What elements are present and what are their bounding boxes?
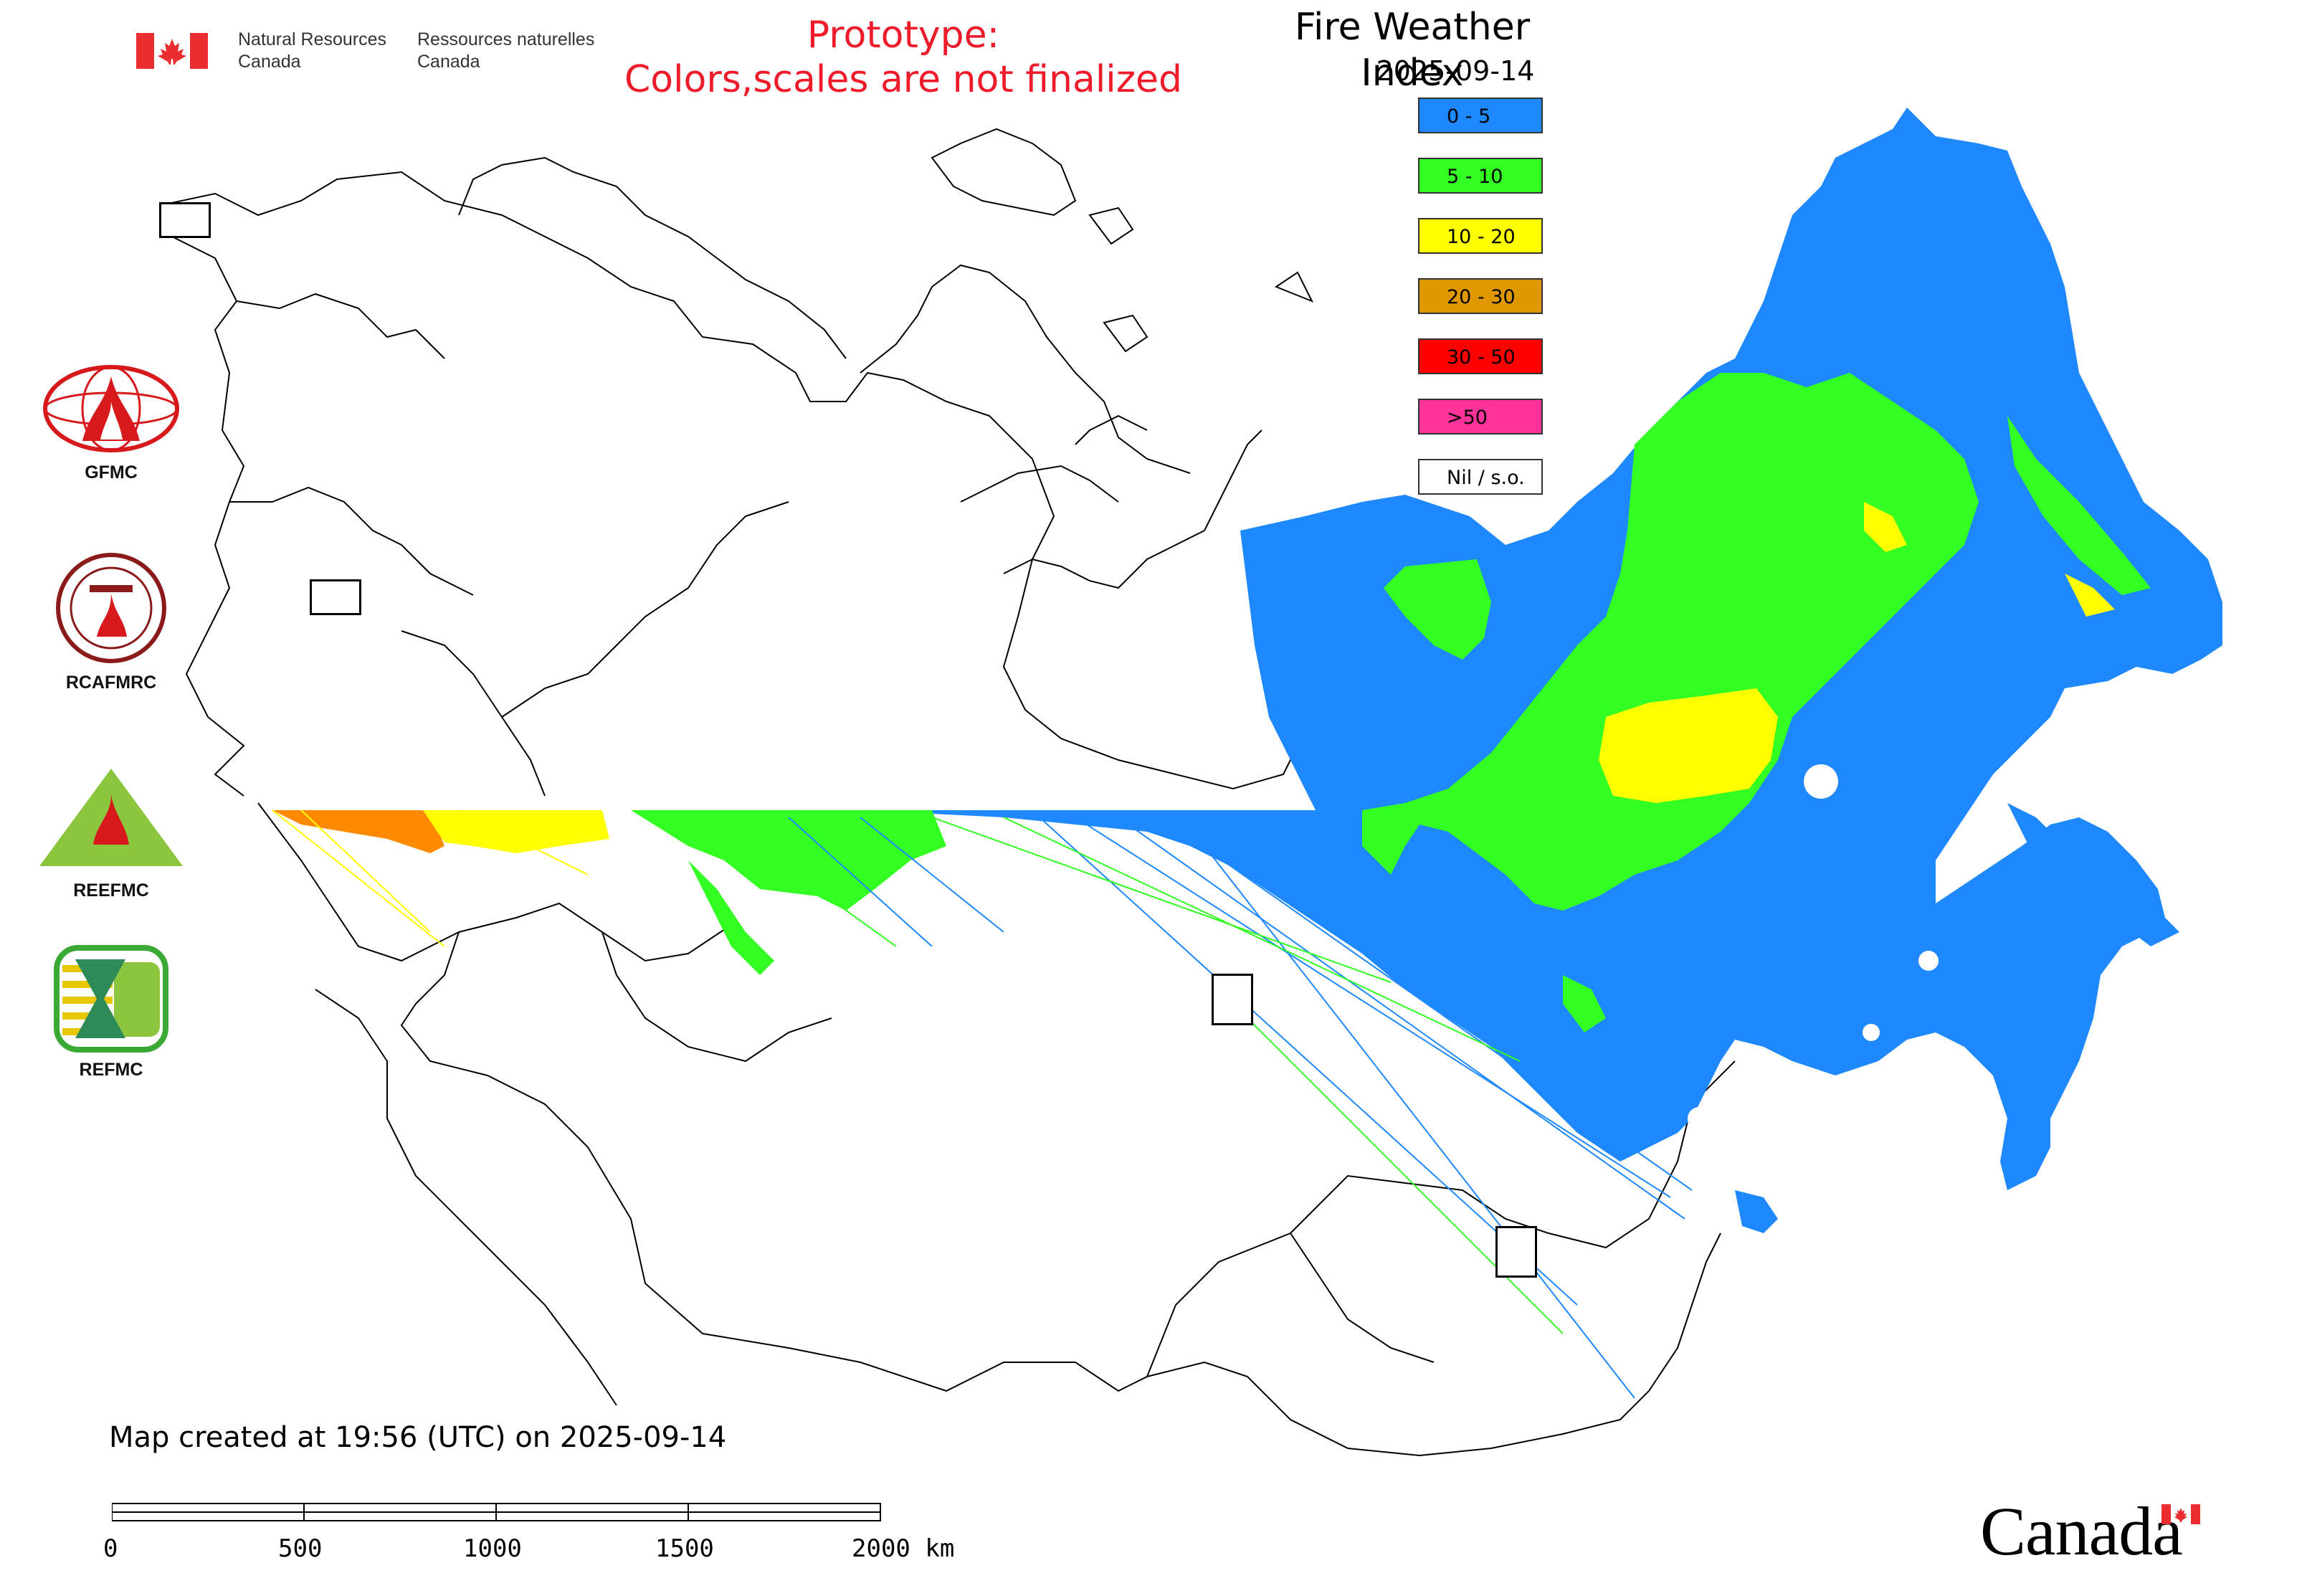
- scale-label-0: 0: [103, 1534, 118, 1563]
- fwi-legend: 0 - 5 5 - 10 10 - 20 20 - 30 30 - 50 >50…: [1418, 98, 1547, 519]
- legend-item-20-30: 20 - 30: [1418, 278, 1543, 314]
- partner-rcafmrc: RCAFMRC: [29, 551, 194, 693]
- gfmc-logo-icon: [43, 365, 179, 452]
- legend-item-nil: Nil / s.o.: [1418, 459, 1543, 495]
- western-stripes: [272, 810, 946, 975]
- scale-label-2000: 2000 km: [852, 1534, 955, 1563]
- map-date: 2025-09-14: [1376, 55, 1535, 87]
- map-title: Fire Weather Index: [1294, 6, 1531, 95]
- reefmc-location-marker: [310, 579, 361, 615]
- department-name-en: Natural Resources Canada: [238, 29, 387, 72]
- prototype-warning: Prototype: Colors,scales are not finaliz…: [624, 14, 1183, 101]
- canada-wordmark: Canada: [1980, 1493, 2183, 1569]
- department-name-fr: Ressources naturelles Canada: [417, 29, 595, 72]
- legend-item-5-10: 5 - 10: [1418, 158, 1543, 194]
- scale-label-500: 500: [278, 1534, 323, 1563]
- scale-bar: [112, 1503, 881, 1521]
- legend-item-10-20: 10 - 20: [1418, 218, 1543, 254]
- partner-reefmc: REEFMC: [29, 766, 194, 901]
- gfmc-location-marker: [159, 202, 211, 238]
- legend-item-over-50: >50: [1418, 399, 1543, 434]
- fwi-raster: [272, 108, 2222, 1399]
- scale-label-1500: 1500: [655, 1534, 714, 1563]
- refmc-location-marker: [1212, 974, 1253, 1025]
- legend-item-30-50: 30 - 50: [1418, 338, 1543, 374]
- country-borders: [164, 128, 1736, 1457]
- legend-item-0-5: 0 - 5: [1418, 98, 1543, 133]
- refmc-logo-icon: [54, 945, 168, 1053]
- partner-gfmc: GFMC: [29, 362, 194, 483]
- reefmc-logo-icon: [39, 769, 183, 866]
- scale-label-1000: 1000: [463, 1534, 522, 1563]
- partner-refmc: REFMC: [29, 945, 194, 1080]
- map-created-text: Map created at 19:56 (UTC) on 2025-09-14: [109, 1421, 727, 1454]
- wordmark-flag-icon: [2161, 1504, 2200, 1524]
- rcafmrc-location-marker: [1495, 1226, 1537, 1278]
- canada-flag-icon: [136, 33, 208, 69]
- rcafmrc-logo-icon: [56, 553, 166, 663]
